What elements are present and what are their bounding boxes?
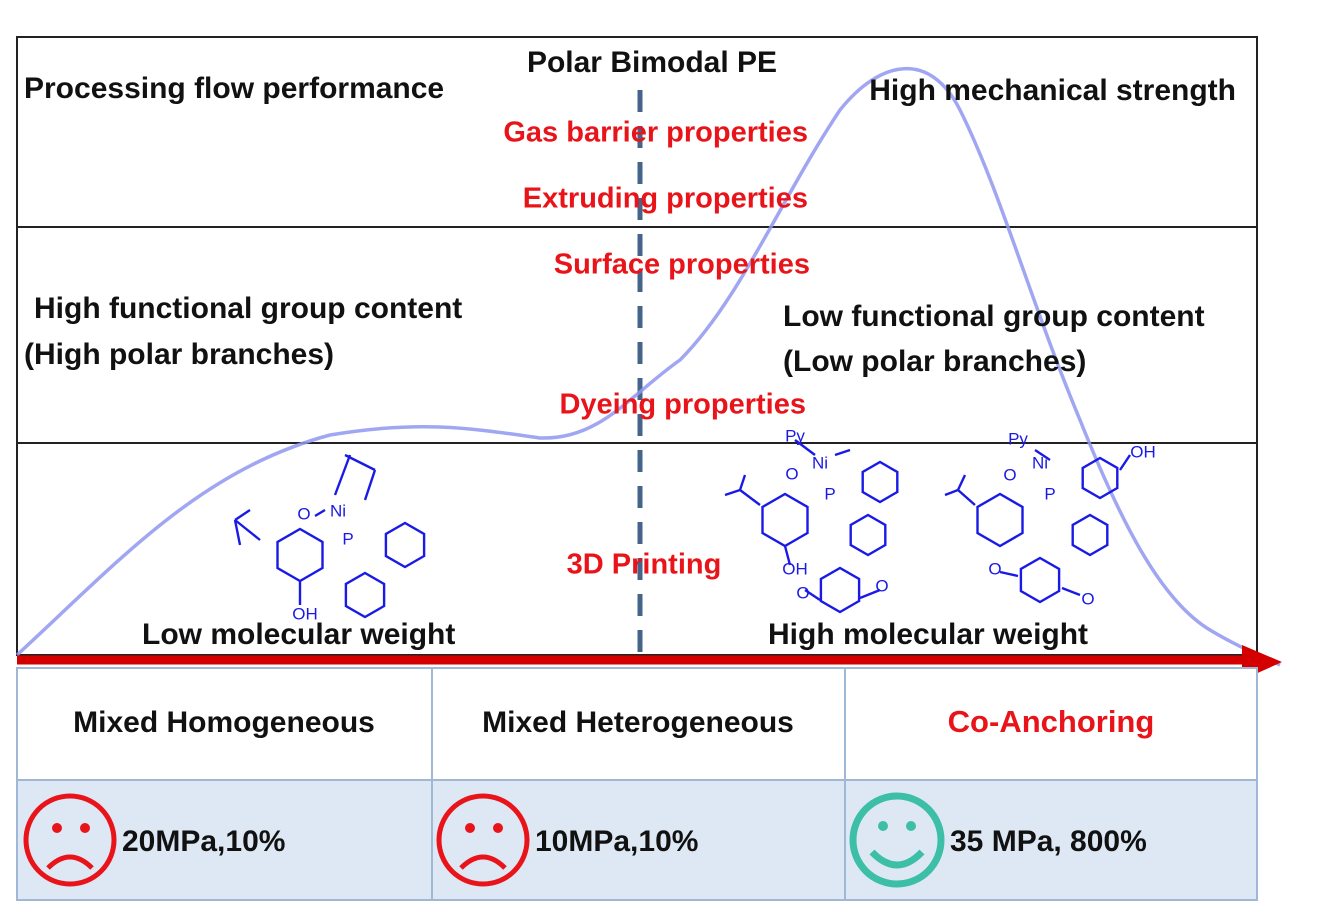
atom-label: O (1003, 465, 1016, 484)
chem-bond (783, 545, 792, 566)
label: (Low polar branches) (783, 345, 1086, 378)
chem-bond (233, 519, 242, 546)
chem-ring (976, 492, 1024, 548)
chem-ring (1081, 456, 1119, 500)
chem-bond (1119, 454, 1131, 471)
chem-bond (234, 509, 251, 521)
sad-face (436, 793, 530, 887)
property: Extruding properties (523, 183, 808, 215)
chem-ring (761, 492, 809, 548)
sad-face (23, 793, 117, 887)
atom-label: O (1081, 589, 1094, 608)
frame (16, 36, 1258, 656)
atom-label: O (875, 576, 888, 595)
distribution-curve (15, 67, 1281, 667)
label: Low functional group content (783, 300, 1205, 333)
property: Gas barrier properties (503, 117, 808, 149)
result: 10MPa,10% (535, 825, 698, 858)
property: Surface properties (554, 249, 810, 281)
chem-ring (384, 521, 426, 569)
method: Mixed Heterogeneous (482, 706, 794, 739)
atom-label: O (297, 504, 310, 523)
atom-label: OH (1130, 442, 1156, 461)
atom-label: Ni (1032, 453, 1048, 472)
chem-ring (819, 566, 861, 614)
method: Mixed Homogeneous (73, 706, 375, 739)
label: High molecular weight (768, 618, 1088, 651)
chem-bond (957, 489, 976, 506)
chem-bond (234, 519, 261, 541)
label: (High polar branches) (24, 338, 334, 371)
chem-bond (344, 453, 376, 472)
chem-bond (1061, 586, 1081, 597)
chem-bond (794, 439, 816, 456)
chem-bond (314, 508, 326, 518)
atom-label: Ni (812, 453, 828, 472)
result: 35 MPa, 800% (950, 825, 1147, 858)
chem-ring (849, 513, 887, 557)
happy-face (849, 792, 945, 888)
chem-bond (738, 474, 747, 491)
chem-bond (804, 589, 821, 601)
chem-bond (724, 488, 741, 497)
chem-ring (276, 527, 324, 583)
atom-label: P (1044, 484, 1055, 503)
atom-label: O (796, 583, 809, 602)
chem-ring (861, 460, 899, 504)
result: 20MPa,10% (122, 825, 285, 858)
chem-bond (834, 448, 851, 457)
chem-ring (344, 571, 386, 619)
table-row (16, 667, 1258, 781)
label: Processing flow performance (24, 72, 444, 105)
chem-ring (1019, 556, 1061, 604)
chem-bond (999, 570, 1019, 578)
atom-label: OH (292, 604, 318, 623)
table-row (16, 779, 1258, 901)
atom-label: O (988, 559, 1001, 578)
method: Co-Anchoring (948, 704, 1155, 739)
atom-label: O (785, 464, 798, 483)
chem-bond (739, 489, 761, 506)
atom-label: OH (782, 559, 808, 578)
chem-bond (333, 454, 352, 496)
atom-label: P (342, 529, 353, 548)
chem-ring (1071, 513, 1109, 557)
chem-bond (956, 474, 967, 491)
chem-bond (859, 588, 881, 600)
atom-label: Py (1008, 429, 1028, 448)
property: 3D Printing (567, 549, 722, 581)
label: High mechanical strength (869, 74, 1236, 107)
title: Polar Bimodal PE (527, 46, 777, 79)
atom-label: Ni (330, 501, 346, 520)
chem-bond (944, 488, 959, 497)
label: Low molecular weight (142, 618, 455, 651)
atom-label: Py (785, 426, 805, 445)
property: Dyeing properties (559, 389, 806, 421)
label: High functional group content (34, 292, 462, 325)
atom-label: P (824, 484, 835, 503)
chem-bond (1034, 449, 1051, 461)
chem-bond (363, 469, 377, 501)
